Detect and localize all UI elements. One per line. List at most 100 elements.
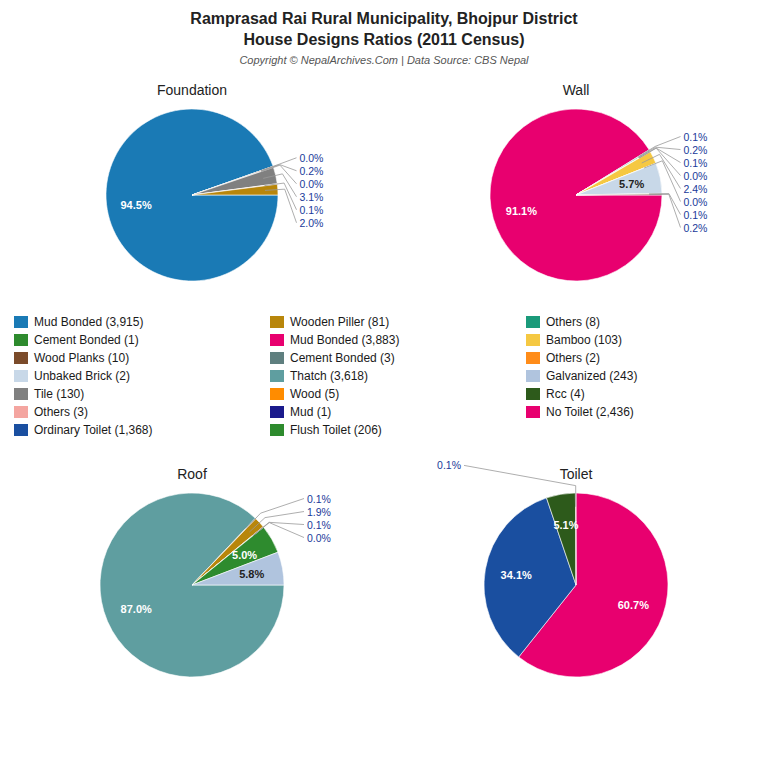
legend-label: Wood (5) (290, 387, 339, 401)
pie-chart: Toilet60.7%34.1%5.1%0.1% (437, 459, 668, 677)
data-label: 91.1% (506, 205, 537, 217)
legend-swatch (14, 406, 28, 418)
leader-line (649, 194, 680, 227)
legend-label: Wood Planks (10) (34, 351, 129, 365)
legend-swatch (270, 424, 284, 436)
annotation: Copyright © NepalArchives.Com | Data Sou… (239, 54, 529, 66)
data-label: 94.5% (120, 199, 151, 211)
legend-label: Others (8) (546, 315, 600, 329)
legend-label: Mud Bonded (3,883) (290, 333, 399, 347)
legend-label: Cement Bonded (1) (34, 333, 139, 347)
legend: Mud Bonded (3,915) Wooden Piller (81) Othe… (14, 315, 637, 437)
legend-label: Wooden Piller (81) (290, 315, 389, 329)
legend-swatch (270, 334, 284, 346)
leader-line (264, 183, 296, 210)
data-label: 0.1% (437, 459, 461, 471)
pie-slice (546, 493, 576, 585)
legend-swatch (270, 316, 284, 328)
legend-item: Bamboo (103) (526, 333, 622, 347)
data-label: 0.2% (300, 165, 324, 177)
legend-swatch (14, 352, 28, 364)
slices (100, 493, 284, 677)
data-label: 0.1% (307, 519, 331, 531)
legend-label: Mud (1) (290, 405, 331, 419)
data-label: 5.0% (232, 549, 257, 561)
legend-item: Unbaked Brick (2) (14, 369, 130, 383)
legend-label: Cement Bonded (3) (290, 351, 395, 365)
data-label: 0.1% (684, 131, 708, 143)
slices (490, 109, 662, 281)
legend-label: Ordinary Toilet (1,368) (34, 423, 153, 437)
legend-item: Cement Bonded (3) (270, 351, 395, 365)
data-labels: 60.7%34.1%5.1%0.1% (437, 459, 649, 611)
legend-label: Galvanized (243) (546, 369, 637, 383)
leader-line (265, 189, 297, 223)
legend-item: Galvanized (243) (526, 369, 637, 383)
chart-title: Roof (177, 466, 207, 482)
pie-slice (490, 109, 662, 281)
data-label: 87.0% (121, 603, 152, 615)
legend-swatch (270, 388, 284, 400)
legend-swatch (526, 388, 540, 400)
legend-item: Mud Bonded (3,883) (270, 333, 399, 347)
data-labels: 87.0%5.0%5.8%0.1%1.9%0.1%0.0% (121, 493, 331, 615)
data-label: 5.1% (553, 519, 578, 531)
legend-swatch (14, 424, 28, 436)
legend-item: Mud Bonded (3,915) (14, 315, 143, 329)
legend-swatch (526, 370, 540, 382)
chart-title: Foundation (157, 82, 227, 98)
chart-title: Toilet (560, 466, 593, 482)
legend-swatch (14, 388, 28, 400)
data-label: 0.2% (684, 144, 708, 156)
leader-line (649, 194, 680, 215)
data-label: 0.1% (300, 204, 324, 216)
data-label: 5.7% (619, 178, 644, 190)
legend-label: Flush Toilet (206) (290, 423, 382, 437)
data-label: 0.0% (300, 178, 324, 190)
data-label: 0.2% (684, 222, 708, 234)
leader-line (638, 137, 680, 157)
legend-item: No Toilet (2,436) (526, 405, 634, 419)
legend-item: Flush Toilet (206) (270, 423, 382, 437)
pie-chart: Wall91.1%5.7%0.1%0.2%0.1%0.0%2.4%0.0%0.1… (490, 82, 707, 281)
pie-slice (192, 167, 277, 195)
legend-swatch (14, 334, 28, 346)
legend-item: Cement Bonded (1) (14, 333, 139, 347)
pie-slice (100, 493, 284, 677)
legend-item: Wooden Piller (81) (270, 315, 389, 329)
data-label: 0.1% (684, 209, 708, 221)
slices (106, 109, 278, 281)
legend-swatch (526, 406, 540, 418)
leader-line (261, 158, 297, 171)
legend-swatch (14, 316, 28, 328)
data-label: 0.1% (684, 157, 708, 169)
chart-title: Wall (563, 82, 590, 98)
leader-line (644, 161, 681, 202)
legend-swatch (526, 352, 540, 364)
legend-item: Others (8) (526, 315, 600, 329)
legend-label: Tile (130) (34, 387, 84, 401)
legend-label: Mud Bonded (3,915) (34, 315, 143, 329)
legend-label: Thatch (3,618) (290, 369, 368, 383)
legend-item: Others (2) (526, 351, 600, 365)
legend-item: Thatch (3,618) (270, 369, 368, 383)
slices (484, 493, 668, 677)
legend-swatch (270, 370, 284, 382)
figure: Ramprasad Rai Rural Municipality, Bhojpu… (0, 0, 768, 768)
title: Ramprasad Rai Rural Municipality, Bhojpu… (190, 10, 578, 27)
legend-swatch (270, 352, 284, 364)
data-label: 0.1% (307, 493, 331, 505)
data-labels: 94.5%0.0%0.2%0.0%3.1%0.1%2.0% (120, 152, 323, 229)
legend-label: Unbaked Brick (2) (34, 369, 130, 383)
data-label: 0.0% (684, 170, 708, 182)
legend-item: Mud (1) (270, 405, 331, 419)
leader-line (642, 154, 681, 188)
chart-root: Ramprasad Rai Rural Municipality, Bhojpu… (0, 0, 768, 768)
pie-slice (106, 109, 278, 281)
data-label: 1.9% (307, 506, 331, 518)
data-label: 3.1% (300, 191, 324, 203)
legend-label: Bamboo (103) (546, 333, 622, 347)
legend-swatch (270, 406, 284, 418)
data-label: 0.0% (300, 152, 324, 164)
legend-label: Others (3) (34, 405, 88, 419)
